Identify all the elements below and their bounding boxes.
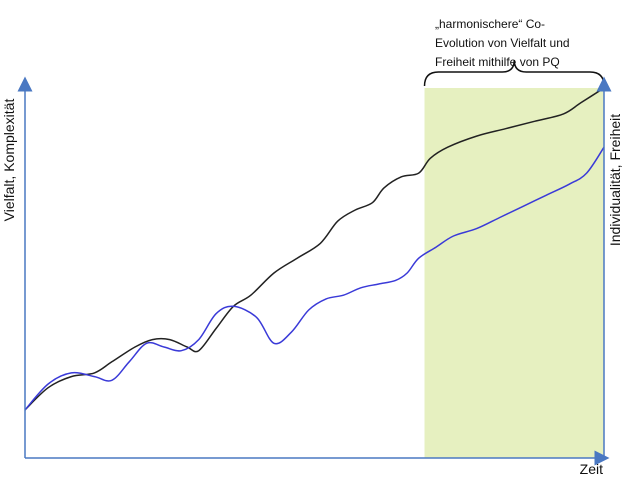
vielfalt-series-line xyxy=(24,87,605,411)
annotation-text: „harmonischere“ Co- Evolution von Vielfa… xyxy=(435,17,570,69)
freiheit-series-line xyxy=(24,146,605,411)
y-axis-label-right: Individualität, Freiheit xyxy=(607,114,623,246)
y-axis-label-left: Vielfalt, Komplexität xyxy=(1,99,17,222)
highlight-region xyxy=(424,88,604,458)
annotation-line: Freiheit mithilfe von PQ xyxy=(435,55,560,69)
annotation-brace xyxy=(423,59,605,87)
x-axis-label: Zeit xyxy=(580,461,603,477)
annotation-line: Evolution von Vielfalt und xyxy=(435,36,570,50)
annotation-line: „harmonischere“ Co- xyxy=(435,17,545,31)
